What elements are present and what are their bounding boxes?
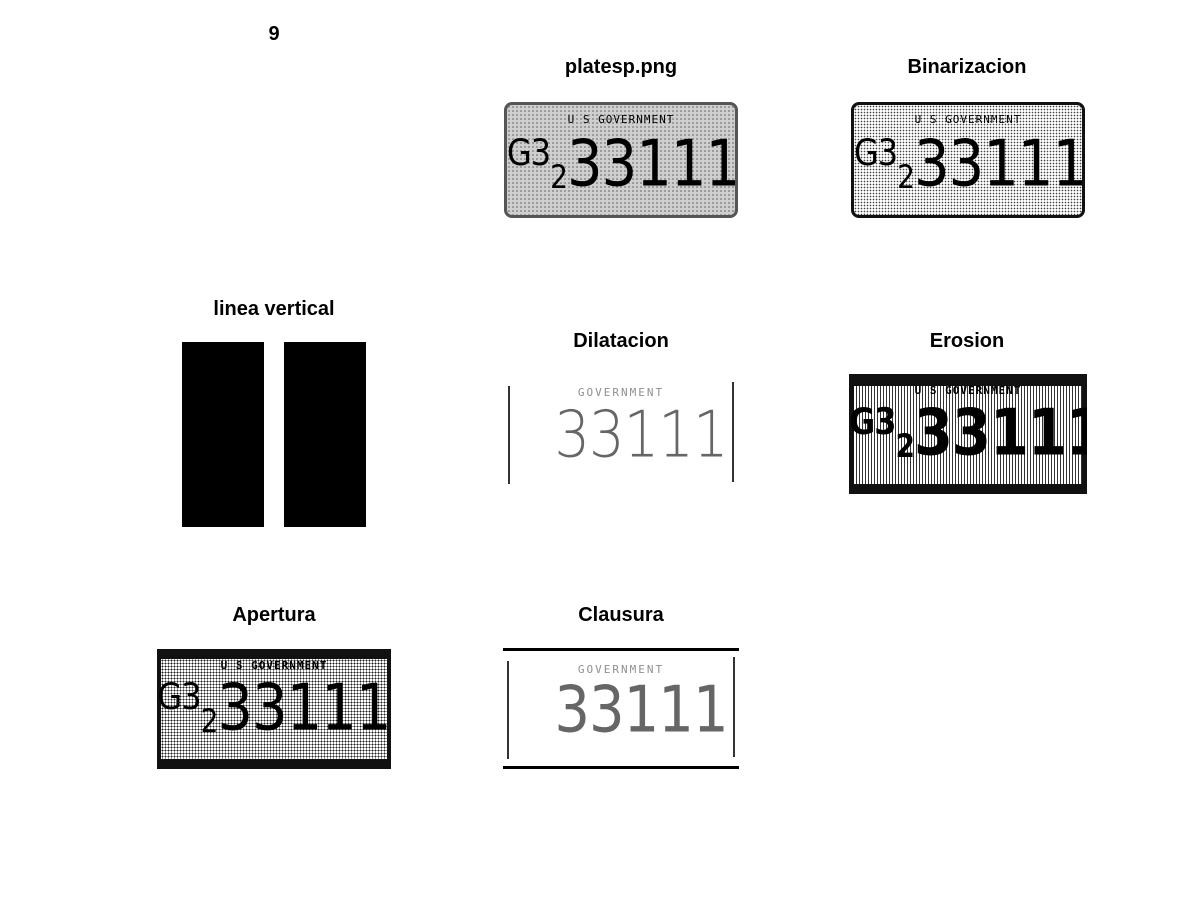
title-dilation: Dilatacion bbox=[573, 330, 669, 352]
dil-left-edge bbox=[508, 386, 510, 484]
plate-sup: 3 bbox=[874, 399, 896, 444]
se-right-bar bbox=[284, 342, 366, 527]
plate-gov-text: GOVERNMENT bbox=[577, 663, 665, 676]
cla-left-edge bbox=[507, 661, 509, 759]
plate-gov-text: U S GOVERNMENT bbox=[914, 384, 1022, 397]
cla-right-edge bbox=[733, 657, 735, 757]
title-binarized: Binarizacion bbox=[907, 56, 1027, 78]
opening-inner bbox=[161, 659, 387, 759]
figure-number: 9 bbox=[268, 23, 280, 45]
plate-number: G3233111 bbox=[854, 127, 1082, 202]
plate-digits: 33111 bbox=[914, 396, 1087, 471]
plate-prefix: G bbox=[849, 399, 875, 444]
title-erosion: Erosion bbox=[929, 330, 1005, 352]
se-left-bar bbox=[182, 342, 264, 527]
plate-prefix: G bbox=[854, 130, 879, 175]
image-original-plate: U S GOVERNMENT G3233111 bbox=[504, 102, 738, 218]
erosion-inner bbox=[854, 386, 1082, 484]
plate-digits: 33111 bbox=[913, 127, 1085, 202]
image-structuring-element bbox=[182, 342, 366, 527]
plate-sup: 3 bbox=[877, 130, 898, 175]
image-binarized-plate: U S GOVERNMENT G3233111 bbox=[851, 102, 1085, 218]
plate-sup: 3 bbox=[181, 674, 201, 719]
plate-number: G3233111 bbox=[507, 127, 735, 202]
plate-digits: 33111 bbox=[554, 398, 728, 473]
plate-digits: 33111 bbox=[217, 671, 391, 746]
image-closing-plate: GOVERNMENT 33111 bbox=[503, 648, 739, 769]
plate-sub: 2 bbox=[550, 158, 568, 196]
plate-sup: 3 bbox=[530, 130, 551, 175]
plate-gov-text: U S GOVERNMENT bbox=[567, 113, 675, 126]
title-structuring-element: linea vertical bbox=[213, 298, 335, 320]
plate-gov-text: U S GOVERNMENT bbox=[914, 113, 1022, 126]
title-opening: Apertura bbox=[232, 604, 316, 626]
plate-sub: 2 bbox=[897, 158, 915, 196]
image-dilation-plate: GOVERNMENT 33111 bbox=[504, 376, 738, 492]
plate-digits: 33111 bbox=[554, 673, 728, 748]
plate-digits: 33111 bbox=[566, 127, 738, 202]
plate-sub: 2 bbox=[200, 702, 219, 740]
plate-gov-text: GOVERNMENT bbox=[577, 386, 665, 399]
title-closing: Clausura bbox=[578, 604, 664, 626]
plate-number: G3233111 bbox=[157, 671, 391, 746]
plate-prefix: G bbox=[157, 674, 182, 719]
plate-number: G3233111 bbox=[849, 396, 1087, 471]
plate-gov-text: U S GOVERNMENT bbox=[220, 659, 328, 672]
title-original: platesp.png bbox=[564, 56, 678, 78]
image-opening-plate: U S GOVERNMENT G3233111 bbox=[157, 649, 391, 769]
plate-sub: 2 bbox=[895, 427, 916, 465]
dil-right-edge bbox=[732, 382, 734, 482]
plate-prefix: G bbox=[507, 130, 532, 175]
image-erosion-plate: U S GOVERNMENT G3233111 bbox=[849, 374, 1087, 494]
